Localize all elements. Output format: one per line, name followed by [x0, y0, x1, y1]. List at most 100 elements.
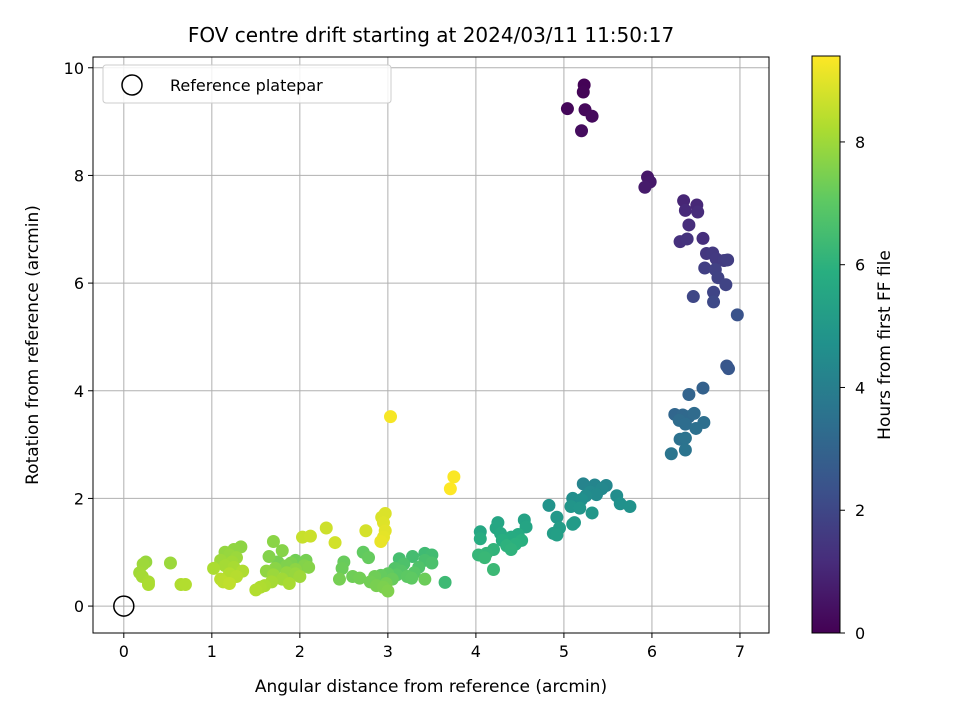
- data-point: [707, 285, 721, 299]
- data-point: [678, 431, 692, 445]
- colorbar-tick-label: 2: [855, 501, 865, 520]
- data-point: [438, 575, 452, 589]
- data-point: [677, 194, 691, 208]
- data-point: [163, 556, 177, 570]
- data-point: [576, 85, 590, 99]
- data-point: [698, 261, 712, 275]
- data-point: [282, 576, 296, 590]
- colorbar-tick-label: 0: [855, 624, 865, 643]
- data-point: [696, 231, 710, 245]
- data-point: [682, 388, 696, 402]
- data-point: [328, 536, 342, 550]
- data-point: [542, 498, 556, 512]
- x-tick-label: 4: [471, 642, 481, 661]
- data-point: [696, 381, 710, 395]
- data-point: [374, 534, 388, 548]
- data-point: [319, 521, 333, 535]
- data-point: [678, 443, 692, 457]
- y-tick-label: 6: [74, 274, 84, 293]
- data-point: [560, 102, 574, 116]
- data-point: [353, 571, 367, 585]
- data-points: [133, 78, 744, 598]
- data-point: [303, 529, 317, 543]
- y-tick-label: 0: [74, 597, 84, 616]
- data-point: [721, 253, 735, 267]
- y-tick-label: 8: [74, 166, 84, 185]
- x-tick-label: 6: [647, 642, 657, 661]
- colorbar-gradient: [811, 55, 841, 634]
- legend: Reference platepar: [102, 64, 392, 104]
- data-point: [302, 560, 316, 574]
- y-tick-label: 4: [74, 382, 84, 401]
- data-point: [406, 550, 420, 564]
- x-tick-label: 5: [559, 642, 569, 661]
- data-point: [638, 180, 652, 194]
- colorbar-tick-label: 8: [855, 133, 865, 152]
- data-point: [504, 543, 518, 557]
- data-point: [293, 569, 307, 583]
- colorbar-ticks: 0 2 4 6 8: [840, 133, 865, 643]
- data-point: [335, 561, 349, 575]
- data-point: [425, 556, 439, 570]
- x-tick-label: 2: [295, 642, 305, 661]
- x-axis-ticks: 0 1 2 3 4 5 6 7: [119, 633, 745, 661]
- data-point: [664, 447, 678, 461]
- x-tick-label: 7: [735, 642, 745, 661]
- data-point: [550, 528, 564, 542]
- x-tick-label: 3: [383, 642, 393, 661]
- data-point: [443, 482, 457, 496]
- data-point: [141, 578, 155, 592]
- data-point: [689, 421, 703, 435]
- data-point: [623, 499, 637, 513]
- x-axis-label: Angular distance from reference (arcmin): [255, 677, 607, 697]
- colorbar: 0 2 4 6 8 Hours from first FF file: [811, 55, 895, 643]
- data-point: [359, 524, 373, 538]
- data-point: [707, 295, 721, 309]
- data-point: [332, 572, 346, 586]
- data-point: [178, 578, 192, 592]
- colorbar-label: Hours from first FF file: [875, 250, 895, 440]
- data-point: [266, 534, 280, 548]
- data-point: [447, 470, 461, 484]
- data-point: [384, 410, 398, 424]
- legend-marker: [121, 74, 143, 96]
- data-point: [686, 290, 700, 304]
- y-tick-label: 2: [74, 489, 84, 508]
- data-point: [473, 532, 487, 546]
- data-point: [687, 406, 701, 420]
- data-point: [550, 510, 564, 524]
- chart-title: FOV centre drift starting at 2024/03/11 …: [188, 23, 674, 47]
- data-point: [566, 517, 580, 531]
- data-point: [575, 124, 589, 138]
- legend-entry-reference: Reference platepar: [170, 76, 323, 95]
- colorbar-tick-label: 4: [855, 378, 865, 397]
- data-point: [249, 583, 263, 597]
- x-tick-label: 1: [207, 642, 217, 661]
- colorbar-tick-label: 6: [855, 256, 865, 275]
- data-point: [585, 109, 599, 123]
- data-point: [573, 501, 587, 515]
- data-point: [722, 362, 736, 376]
- data-point: [589, 488, 603, 502]
- plot-frame: [92, 56, 770, 634]
- data-point: [585, 506, 599, 520]
- data-point: [682, 218, 696, 232]
- data-point: [678, 203, 692, 217]
- data-point: [362, 551, 376, 565]
- grid-lines: [93, 57, 769, 633]
- data-point: [262, 550, 276, 564]
- data-point: [418, 572, 432, 586]
- data-point: [678, 417, 692, 431]
- data-point: [719, 278, 733, 292]
- legend-box: [102, 64, 392, 104]
- data-point: [680, 232, 694, 246]
- data-point: [730, 308, 744, 322]
- x-tick-label: 0: [119, 642, 129, 661]
- y-tick-label: 10: [64, 59, 84, 78]
- data-point: [207, 561, 221, 575]
- reference-marker: [113, 595, 135, 617]
- data-point: [405, 571, 419, 585]
- data-point: [691, 205, 705, 219]
- data-point: [381, 584, 395, 598]
